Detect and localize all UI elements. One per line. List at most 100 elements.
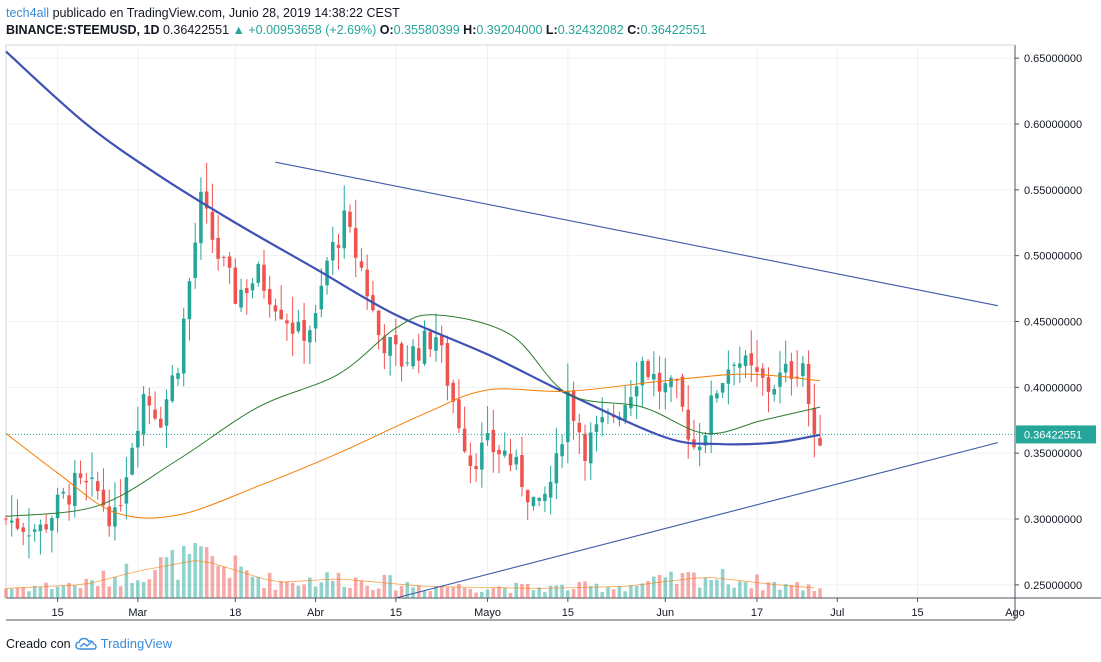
volume-bar (806, 584, 811, 598)
candle-body (525, 489, 530, 503)
volume-bar (95, 585, 100, 598)
volume-bar (537, 587, 541, 598)
candle-body (571, 390, 576, 421)
candle-body (783, 363, 788, 373)
volume-bar (319, 582, 324, 598)
candle-body (107, 506, 111, 527)
volume-bar (216, 565, 220, 598)
volume-bar (543, 592, 547, 598)
volume-bar (290, 583, 295, 598)
candle-body (222, 257, 226, 259)
candle-body (233, 267, 238, 304)
symbol-name: BINANCE:STEEMUSD, 1D (6, 23, 160, 37)
volume-bar (457, 583, 461, 598)
volume-bar (640, 583, 645, 598)
volume-bar (176, 579, 180, 598)
volume-bar (502, 588, 507, 598)
candle-body (416, 348, 421, 361)
volume-bar (113, 576, 117, 598)
volume-bar (462, 587, 467, 598)
volume-bar (256, 576, 261, 598)
volume-bar (428, 591, 433, 598)
volume-bar (669, 571, 673, 598)
x-tick-label: Jul (830, 607, 844, 619)
volume-bar (250, 576, 255, 598)
candle-body (399, 343, 404, 367)
candle-body (548, 481, 553, 498)
volume-bar (738, 581, 742, 598)
candle-body (342, 210, 347, 249)
candle-body (594, 424, 599, 432)
x-tick-label: 17 (751, 607, 763, 619)
trendline-upper[interactable] (275, 161, 998, 307)
candle-body (73, 472, 77, 506)
candle-body (313, 313, 318, 329)
open-label: O: (379, 23, 394, 37)
y-tick-label: 0.65000000 (1024, 53, 1082, 65)
volume-bar (273, 589, 278, 598)
candle-body (715, 393, 719, 399)
volume-bar (566, 590, 570, 598)
volume-bar (548, 585, 553, 598)
volume-bar (583, 581, 587, 598)
volume-bar (674, 583, 679, 598)
last-price: 0.36422551 (162, 23, 230, 37)
candle-body (267, 288, 272, 305)
candle-body (204, 191, 209, 209)
high-value: 0.39204000 (476, 23, 543, 37)
candle-body (388, 336, 392, 356)
candle-body (743, 355, 748, 366)
volume-bar (336, 572, 341, 598)
candle-body (319, 285, 324, 310)
volume-bar (353, 577, 358, 598)
volume-bar (789, 585, 794, 598)
x-tick-label: 15 (911, 607, 923, 619)
volume-bar (4, 588, 8, 598)
volume-bar (451, 587, 455, 598)
candle-body (806, 363, 811, 405)
candle-body (778, 372, 782, 387)
volume-bar (439, 586, 444, 598)
tradingview-logo-text[interactable]: TradingView (100, 636, 173, 651)
candle-body (336, 244, 341, 248)
volume-bar (313, 586, 318, 598)
volume-bar (422, 590, 427, 598)
volume-bar (485, 589, 490, 598)
volume-bar (147, 579, 152, 598)
volume-bar (795, 582, 799, 598)
current-price-label: 0.36422551 (1024, 429, 1082, 441)
candle-body (216, 237, 220, 259)
volume-bar (405, 581, 410, 598)
volume-bar (90, 580, 94, 598)
volume-bar (411, 587, 415, 598)
candle-body (199, 191, 203, 244)
volume-bar (594, 583, 599, 598)
volume-bar (130, 583, 134, 598)
volume-bar (67, 582, 71, 598)
trendline-lower[interactable] (395, 442, 998, 599)
volume-bar (743, 582, 748, 598)
candle-body (405, 362, 410, 364)
volume-bar (50, 589, 54, 598)
volume-bar (646, 581, 650, 598)
volume-bar (772, 581, 776, 598)
candle-body (118, 505, 123, 507)
candle-body (766, 377, 771, 392)
volume-bar (726, 584, 731, 598)
candle-body (359, 261, 364, 268)
chart-header: tech4all publicado en TradingView.com, J… (6, 5, 707, 39)
volume-bar (267, 572, 272, 598)
volume-bar (812, 591, 817, 598)
candle-body (520, 455, 524, 488)
candle-body (193, 242, 197, 278)
volume-bar (61, 585, 66, 598)
author-name[interactable]: tech4all (6, 6, 50, 20)
volume-bar (577, 582, 582, 598)
x-tick-label: 15 (51, 607, 63, 619)
candle-body (508, 453, 513, 466)
volume-bar (359, 580, 364, 598)
volume-bar (697, 587, 702, 598)
x-tick-label: 18 (229, 607, 241, 619)
volume-bar (325, 572, 329, 598)
